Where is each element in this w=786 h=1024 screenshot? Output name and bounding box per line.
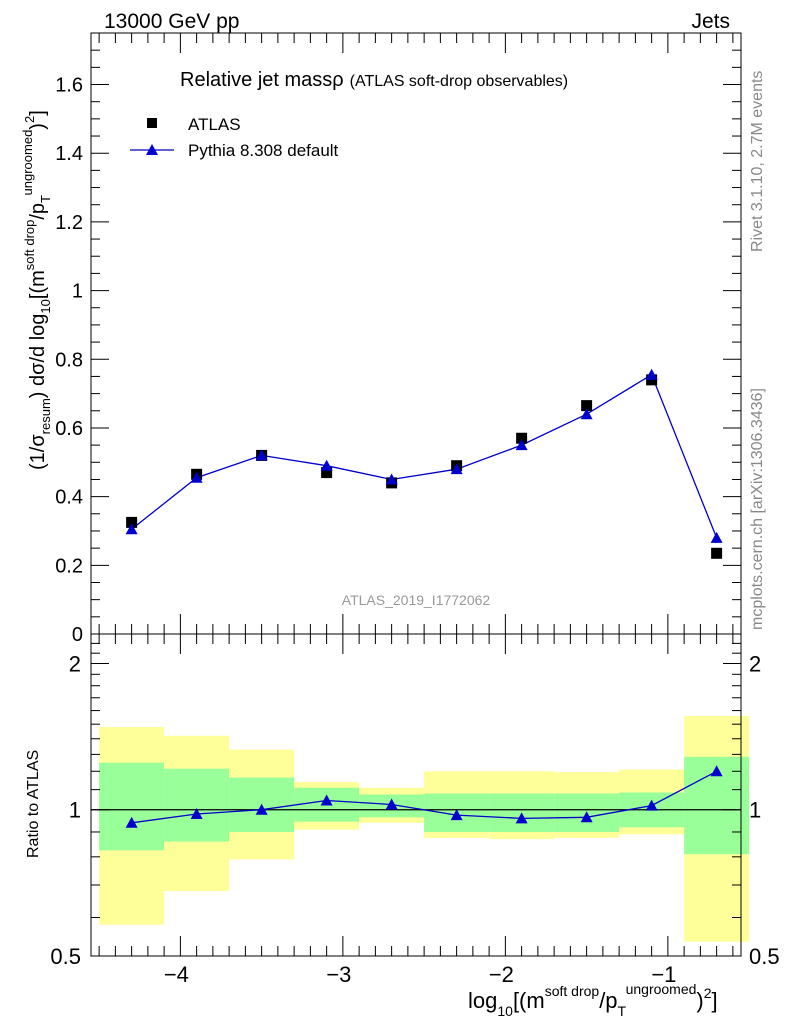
ratio-ytick-label-left: 1: [69, 798, 81, 823]
ratio-ytick-label-right: 2: [749, 651, 761, 676]
atlas-point: [516, 432, 528, 444]
ratio-pythia-point: [645, 799, 658, 811]
svg-text:(1/σresum) dσ/d log10[(msoft d: (1/σresum) dσ/d log10[(msoft drop/pTungr…: [20, 110, 53, 470]
ratio-ytick-label-left: 0.5: [50, 944, 81, 969]
atlas-point: [646, 374, 658, 386]
pythia-point: [580, 408, 593, 420]
ratio-ytick-label-right: 1: [749, 798, 761, 823]
main-data-layer: [125, 368, 723, 559]
legend-label-atlas: ATLAS: [188, 115, 241, 134]
ratio-pythia-point: [255, 803, 268, 815]
main-title-sub: (ATLAS soft-drop observables): [350, 73, 568, 90]
ratio-pythia-point: [515, 812, 528, 824]
xtick-label: −4: [164, 962, 189, 987]
main-axes: 0 0.2 0.4 0.6 0.8 1 1.2 1.4 1.6: [55, 33, 741, 646]
ratio-ytick-label-right: 0.5: [749, 944, 780, 969]
atlas-point: [581, 400, 593, 412]
pythia-point: [255, 449, 268, 461]
main-ytick-label: 1: [72, 281, 83, 303]
pythia-point: [320, 459, 333, 471]
main-ytick-label: 0.8: [55, 349, 83, 371]
pythia-point: [125, 523, 138, 535]
main-ytick-label: 0: [72, 624, 83, 646]
ratio-pythia-point: [190, 808, 203, 820]
svg-text:log10[(msoft drop/pTungroomed): log10[(msoft drop/pTungroomed)2]: [468, 981, 718, 1019]
pythia-point: [645, 368, 658, 380]
main-ytick-label: 1.6: [55, 75, 83, 97]
ratio-plot-frame: [90, 633, 742, 957]
mcplots-label: mcplots.cern.ch [arXiv:1306.3436]: [749, 388, 766, 630]
ratio-pythia-line: [131, 770, 717, 824]
xtick-label: −1: [651, 962, 676, 987]
main-title-text: Relative jet massρ: [180, 69, 344, 91]
atlas-point: [711, 547, 723, 559]
ratio-band-inner: [164, 768, 230, 842]
xtick-label: −3: [326, 962, 351, 987]
legend-label-pythia: Pythia 8.308 default: [188, 141, 339, 160]
main-ytick-label: 0.2: [55, 555, 83, 577]
main-ytick-label: 1.2: [55, 212, 83, 234]
atlas-point: [321, 467, 333, 479]
main-ytick-label: 1.4: [55, 143, 83, 165]
pythia-point: [710, 531, 723, 543]
ratio-pythia-point: [580, 811, 593, 823]
atlas-point: [126, 516, 138, 528]
header-left: 13000 GeV pp: [104, 10, 239, 33]
ratio-pythia-point: [450, 809, 463, 821]
legend-marker-atlas: [147, 118, 157, 128]
main-ylabel: (1/σresum) dσ/d log10[(msoft drop/pTungr…: [20, 110, 53, 470]
legend-marker-pythia: [146, 144, 158, 155]
rivet-label: Rivet 3.1.10, 2.7M events: [749, 71, 766, 252]
ratio-ylabel: Ratio to ATLAS: [25, 750, 42, 858]
ratio-pythia-point: [320, 794, 333, 806]
header-right: Jets: [691, 10, 730, 33]
ratio-ytick-label-left: 2: [69, 651, 81, 676]
main-title: Relative jet massρ (ATLAS soft-drop obser…: [180, 69, 568, 91]
ratio-data-layer: [91, 715, 750, 942]
pythia-point: [385, 473, 398, 485]
ratio-pythia-point: [125, 816, 138, 828]
ratio-axes: −4 −3 −2 −1 0.5 0.5 1 1 2 2: [50, 634, 780, 987]
main-ytick-label: 0.6: [55, 418, 83, 440]
main-ytick-label: 0.4: [55, 487, 83, 509]
xtick-label: −2: [489, 962, 514, 987]
pythia-line: [131, 373, 718, 539]
pythia-point: [450, 463, 463, 475]
pythia-point: [190, 471, 203, 483]
ratio-pythia-point: [385, 798, 398, 810]
xlabel: log10[(msoft drop/pTungroomed)2]: [468, 981, 718, 1019]
ratio-band-inner: [99, 762, 165, 851]
analysis-id: ATLAS_2019_I1772062: [342, 592, 491, 608]
ratio-pythia-point: [710, 765, 723, 777]
legend: ATLAS Pythia 8.308 default: [130, 115, 339, 160]
pythia-point: [515, 439, 528, 451]
